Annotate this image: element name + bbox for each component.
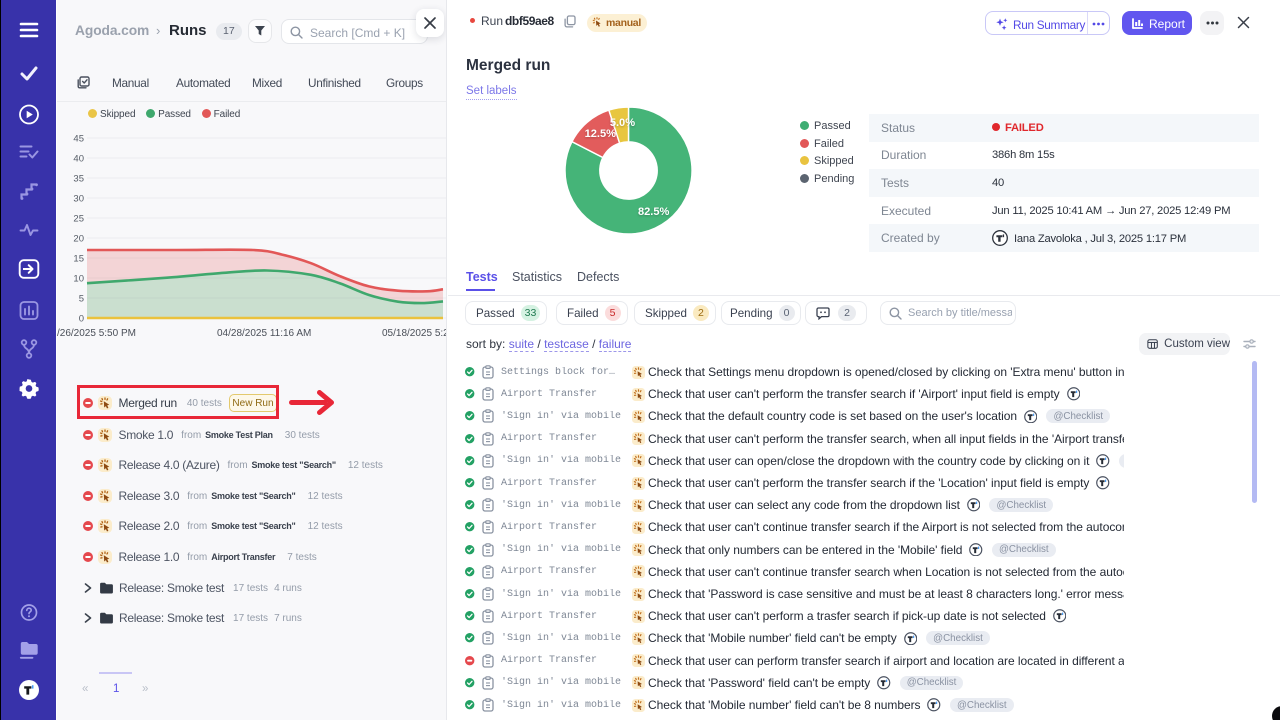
svg-text:5: 5 <box>79 294 84 305</box>
svg-text:40: 40 <box>73 154 84 165</box>
svg-text:5.0%: 5.0% <box>610 117 635 129</box>
svg-text:05/18/2025 5:22: 05/18/2025 5:22 <box>382 328 447 339</box>
svg-text:82.5%: 82.5% <box>638 206 670 218</box>
svg-text:04/28/2025 11:16 AM: 04/28/2025 11:16 AM <box>217 328 311 339</box>
svg-text:35: 35 <box>73 174 84 185</box>
svg-text:12.5%: 12.5% <box>585 128 617 140</box>
svg-text:15: 15 <box>73 254 84 265</box>
svg-text:/26/2025 5:50 PM: /26/2025 5:50 PM <box>57 328 136 339</box>
svg-text:0: 0 <box>79 314 84 325</box>
svg-text:25: 25 <box>73 214 84 225</box>
svg-text:10: 10 <box>73 274 84 285</box>
svg-text:30: 30 <box>73 194 84 205</box>
svg-text:20: 20 <box>73 234 84 245</box>
svg-text:45: 45 <box>73 134 84 145</box>
